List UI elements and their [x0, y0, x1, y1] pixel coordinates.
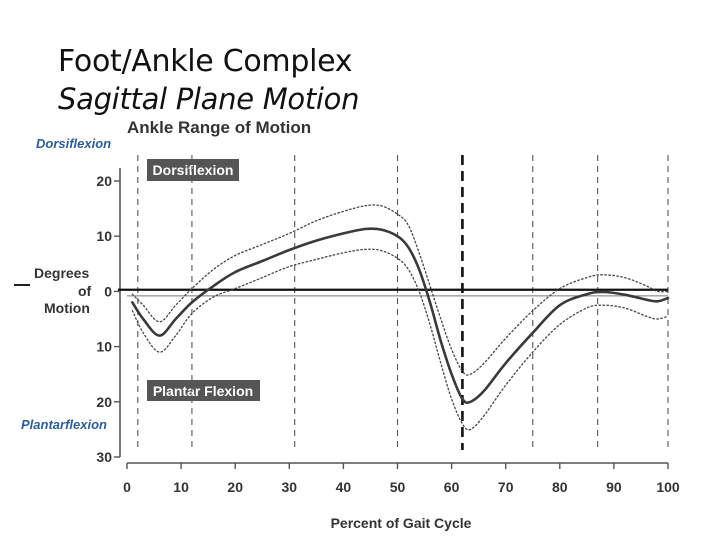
dorsiflexion-box-bg	[147, 159, 239, 181]
plantarflexion-box-label: Plantar Flexion	[153, 383, 253, 399]
x-tick-label-90: 90	[606, 479, 622, 495]
x-tick-label-50: 50	[390, 479, 406, 495]
y-tick-label--10: 10	[96, 339, 112, 355]
ylabel-group: Degrees of Motion	[14, 265, 92, 316]
y-tick-label-10: 10	[96, 228, 112, 244]
x-ticks: 0 10 20 30 40 50 60 70 80 90 100	[123, 463, 680, 495]
slide-title: Foot/Ankle Complex	[58, 44, 353, 79]
axes	[119, 168, 668, 464]
series-line-lower-bound	[131, 248, 669, 431]
y-ticks: 20 10 0 10 20 30	[96, 173, 120, 465]
x-tick-label-30: 30	[282, 479, 298, 495]
x-tick-label-40: 40	[336, 479, 352, 495]
series-group	[131, 204, 670, 431]
series-line-upper-bound	[131, 204, 669, 376]
x-tick-label-100: 100	[656, 479, 680, 495]
slide-subtitle: Sagittal Plane Motion	[58, 82, 360, 116]
y-tick-label--30: 30	[96, 449, 112, 465]
plantarflexion-box: Plantar Flexion	[147, 380, 260, 401]
y-tick-label-0: 0	[104, 283, 112, 299]
series-line-mean	[131, 227, 670, 405]
x-tick-label-0: 0	[123, 479, 131, 495]
dorsiflexion-box: Dorsiflexion	[147, 159, 239, 181]
phase-dividers	[137, 155, 669, 450]
x-tick-label-10: 10	[173, 479, 189, 495]
y-tick-label-20: 20	[96, 173, 112, 189]
x-tick-label-20: 20	[227, 479, 243, 495]
ylabel-line-3: Motion	[44, 300, 90, 316]
y-tick-label--20: 20	[96, 394, 112, 410]
x-tick-label-70: 70	[498, 479, 514, 495]
x-axis-label: Percent of Gait Cycle	[331, 515, 472, 531]
plantarflexion-box-bg	[147, 380, 260, 401]
ylabel-line-2: of	[78, 283, 92, 299]
plantarflexion-side-label: Plantarflexion	[21, 417, 107, 432]
x-tick-label-80: 80	[552, 479, 568, 495]
dorsiflexion-box-label: Dorsiflexion	[153, 162, 234, 178]
ylabel-line-1: Degrees	[34, 265, 89, 281]
chart-title: Ankle Range of Motion	[127, 118, 311, 137]
x-tick-label-60: 60	[444, 479, 460, 495]
dorsiflexion-side-label: Dorsiflexion	[36, 136, 111, 151]
